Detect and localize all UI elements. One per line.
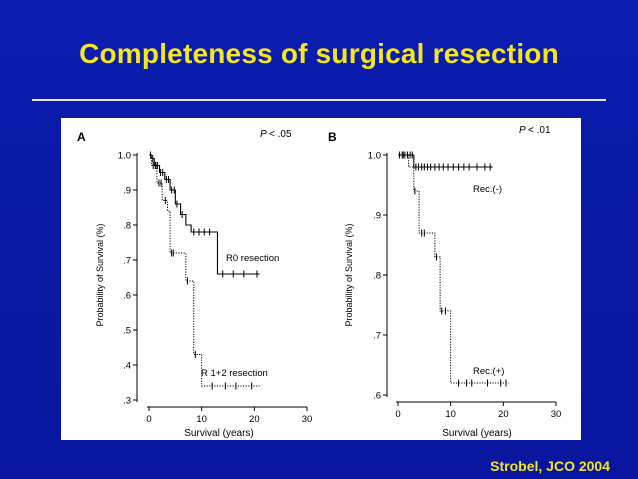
panel-a-y-tick-label: .4 <box>123 361 131 372</box>
panel-b-y-tick-label: .9 <box>373 211 381 222</box>
panel-b-series-rec-curve <box>398 154 509 384</box>
panel-b-y-tick-label: .6 <box>373 391 381 402</box>
slide-title: Completeness of surgical resection <box>79 38 559 69</box>
panel-b-ylabel: Probability of Survival (%) <box>344 223 354 326</box>
panel-b-annot-rec-neg: Rec.(-) <box>473 184 502 195</box>
panel-a-xlabel: Survival (years) <box>184 428 253 439</box>
panel-a-annot-r12: R 1+2 resection <box>201 368 268 379</box>
panel-a-y-tick-label: .5 <box>123 326 131 337</box>
panel-b-label: B <box>328 130 337 144</box>
panel-a-y-tick-label: .6 <box>123 291 131 302</box>
panel-b-x-tick-label: 0 <box>395 409 400 420</box>
panel-a-p-label: P <box>260 129 267 140</box>
panel-a-label: A <box>77 130 86 144</box>
citation: Strobel, JCO 2004 <box>490 458 610 474</box>
panel-b-x-tick-label: 10 <box>445 409 456 420</box>
panel-b-y-tick-label: 1.0 <box>368 151 381 162</box>
panel-a-p-value: < .05 <box>269 129 292 140</box>
panel-a-x-tick-label: 10 <box>196 414 207 425</box>
panel-b-p-label: P <box>519 125 526 136</box>
panel-b-y-tick-label: .8 <box>373 271 381 282</box>
panel-b-xlabel: Survival (years) <box>442 428 511 439</box>
panel-a-y-tick-label: .8 <box>123 221 131 232</box>
panel-a-ylabel: Probability of Survival (%) <box>95 223 105 326</box>
survival-curves-svg: A P < .05 Survival (years) Probability o… <box>77 125 562 439</box>
title-divider <box>32 99 606 101</box>
panel-b-x-tick-label: 30 <box>551 409 562 420</box>
panel-a-annot-r0: R0 resection <box>226 253 279 264</box>
panel-b-y-tick-label: .7 <box>373 331 381 342</box>
panel-a-series-r-1-2-resection-curve <box>149 154 260 387</box>
panel-a-x-tick-label: 30 <box>302 414 313 425</box>
panel-a-x-tick-label: 20 <box>249 414 260 425</box>
panel-a-y-tick-label: .7 <box>123 256 131 267</box>
panel-a-y-tick-label: .3 <box>123 396 131 407</box>
survival-figure: A P < .05 Survival (years) Probability o… <box>61 118 581 440</box>
panel-a-x-tick-label: 0 <box>146 414 151 425</box>
panel-b-x-tick-label: 20 <box>498 409 509 420</box>
panel-a-y-tick-label: 1.0 <box>118 151 131 162</box>
panel-a-series-r0-resection-curve <box>149 154 260 275</box>
panel-a-y-tick-label: .9 <box>123 186 131 197</box>
panel-b-annot-rec-pos: Rec.(+) <box>473 366 504 377</box>
panel-b-p-value: < .01 <box>528 125 551 136</box>
